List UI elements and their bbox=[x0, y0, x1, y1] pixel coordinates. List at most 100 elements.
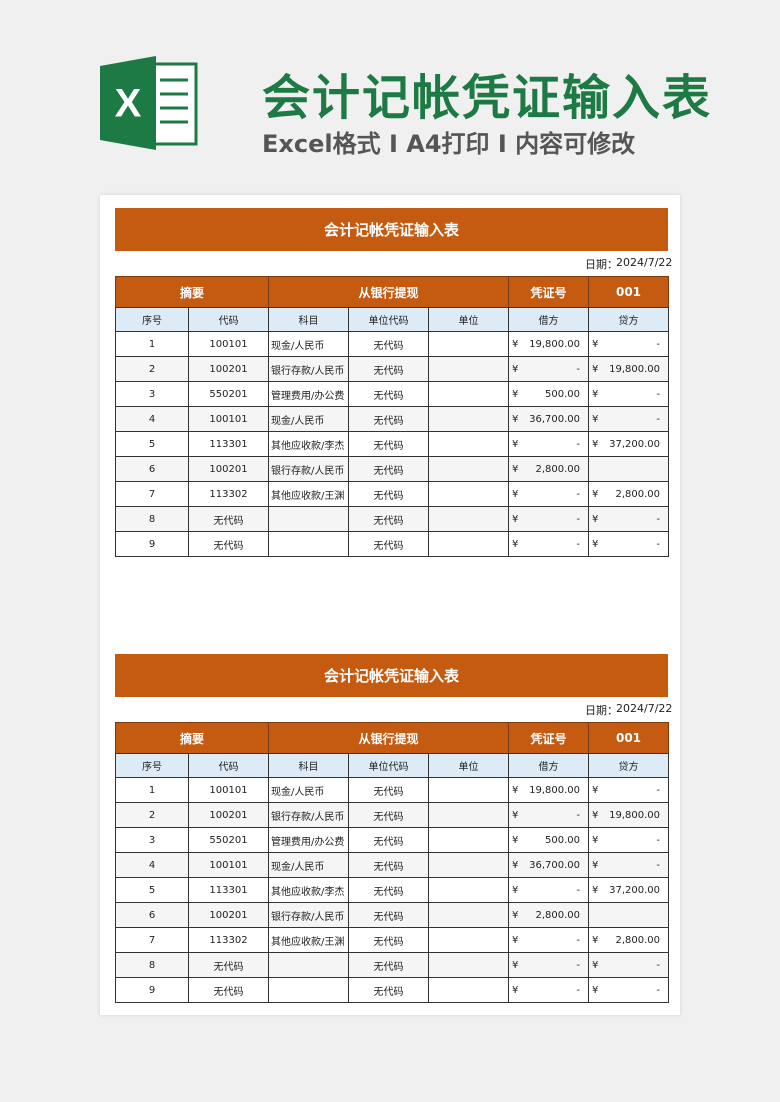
currency: ¥ bbox=[592, 363, 599, 375]
amount: - bbox=[576, 984, 580, 996]
cell: 100201 bbox=[188, 356, 269, 382]
currency: ¥ bbox=[592, 984, 599, 996]
cell: 无代码 bbox=[348, 506, 429, 532]
cell bbox=[268, 506, 349, 532]
money-cell: ¥ - bbox=[508, 481, 589, 507]
amount: - bbox=[656, 859, 660, 871]
currency: ¥ bbox=[512, 884, 519, 896]
cell: 银行存款/人民币 bbox=[268, 802, 349, 828]
money-cell: ¥ - bbox=[508, 506, 589, 532]
top-cell: 从银行提现 bbox=[268, 276, 509, 308]
cell: 113301 bbox=[188, 877, 269, 903]
cell bbox=[428, 802, 509, 828]
cell: 无代码 bbox=[348, 827, 429, 853]
amount: - bbox=[656, 513, 660, 525]
currency: ¥ bbox=[512, 984, 519, 996]
date-label: 日期： bbox=[585, 704, 618, 717]
money-cell: ¥ - bbox=[508, 877, 589, 903]
cell: 3 bbox=[115, 381, 189, 407]
currency: ¥ bbox=[592, 338, 599, 350]
amount: 2,800.00 bbox=[535, 909, 580, 921]
cell: 7 bbox=[115, 927, 189, 953]
money-cell: ¥ - bbox=[588, 331, 669, 357]
cell: 银行存款/人民币 bbox=[268, 356, 349, 382]
cell: 2 bbox=[115, 802, 189, 828]
cell: 113301 bbox=[188, 431, 269, 457]
currency: ¥ bbox=[592, 413, 599, 425]
money-cell: ¥500.00 bbox=[508, 381, 589, 407]
cell bbox=[428, 827, 509, 853]
currency: ¥ bbox=[592, 538, 599, 550]
money-cell: ¥37,200.00 bbox=[588, 431, 669, 457]
cell bbox=[428, 531, 509, 557]
amount: 19,800.00 bbox=[529, 338, 580, 350]
money-cell: ¥2,800.00 bbox=[588, 481, 669, 507]
cell: 管理费用/办公费 bbox=[268, 827, 349, 853]
column-header: 科目 bbox=[268, 753, 349, 778]
currency: ¥ bbox=[512, 488, 519, 500]
cell: 5 bbox=[115, 877, 189, 903]
money-cell: ¥19,800.00 bbox=[508, 331, 589, 357]
money-cell: ¥ - bbox=[588, 406, 669, 432]
currency: ¥ bbox=[592, 488, 599, 500]
cell bbox=[268, 952, 349, 978]
amount: 2,800.00 bbox=[535, 463, 580, 475]
cell: 9 bbox=[115, 531, 189, 557]
sheet-title: 会计记帐凭证输入表 bbox=[115, 654, 668, 697]
money-cell: ¥ - bbox=[508, 977, 589, 1003]
cell: 1 bbox=[115, 331, 189, 357]
date-label: 日期： bbox=[585, 258, 618, 271]
cell: 3 bbox=[115, 827, 189, 853]
column-header: 代码 bbox=[188, 307, 269, 332]
currency: ¥ bbox=[592, 438, 599, 450]
cell: 现金/人民币 bbox=[268, 777, 349, 803]
date: 2024/7/22 bbox=[616, 256, 673, 269]
currency: ¥ bbox=[512, 934, 519, 946]
cell bbox=[428, 331, 509, 357]
amount: - bbox=[576, 363, 580, 375]
currency: ¥ bbox=[512, 513, 519, 525]
cell: 银行存款/人民币 bbox=[268, 902, 349, 928]
cell: 现金/人民币 bbox=[268, 406, 349, 432]
cell: 无代码 bbox=[348, 481, 429, 507]
amount: - bbox=[576, 488, 580, 500]
cell: 管理费用/办公费 bbox=[268, 381, 349, 407]
cell: 无代码 bbox=[348, 952, 429, 978]
cell: 无代码 bbox=[348, 456, 429, 482]
money-cell: ¥36,700.00 bbox=[508, 852, 589, 878]
title: 会计记帐凭证输入表 bbox=[262, 70, 713, 126]
cell: 其他应收款/王渊 bbox=[268, 481, 349, 507]
amount: 500.00 bbox=[545, 834, 580, 846]
amount: - bbox=[576, 809, 580, 821]
top-cell: 从银行提现 bbox=[268, 722, 509, 754]
currency: ¥ bbox=[512, 784, 519, 796]
amount: - bbox=[576, 438, 580, 450]
currency: ¥ bbox=[592, 884, 599, 896]
amount: - bbox=[656, 834, 660, 846]
cell: 100101 bbox=[188, 406, 269, 432]
cell: 无代码 bbox=[348, 531, 429, 557]
cell bbox=[428, 777, 509, 803]
currency: ¥ bbox=[512, 338, 519, 350]
cell: 现金/人民币 bbox=[268, 852, 349, 878]
column-header: 单位代码 bbox=[348, 753, 429, 778]
cell: 无代码 bbox=[348, 977, 429, 1003]
currency: ¥ bbox=[512, 438, 519, 450]
currency: ¥ bbox=[592, 934, 599, 946]
cell: 无代码 bbox=[188, 977, 269, 1003]
currency: ¥ bbox=[512, 463, 519, 475]
money-cell: ¥2,800.00 bbox=[588, 927, 669, 953]
money-cell: ¥ - bbox=[588, 852, 669, 878]
cell: 无代码 bbox=[348, 406, 429, 432]
cell bbox=[428, 852, 509, 878]
currency: ¥ bbox=[512, 388, 519, 400]
column-header: 单位 bbox=[428, 307, 509, 332]
cell: 6 bbox=[115, 456, 189, 482]
money-cell: ¥36,700.00 bbox=[508, 406, 589, 432]
cell: 4 bbox=[115, 406, 189, 432]
currency: ¥ bbox=[592, 809, 599, 821]
cell: 无代码 bbox=[348, 902, 429, 928]
money-cell bbox=[588, 902, 669, 928]
money-cell bbox=[588, 456, 669, 482]
currency: ¥ bbox=[512, 859, 519, 871]
